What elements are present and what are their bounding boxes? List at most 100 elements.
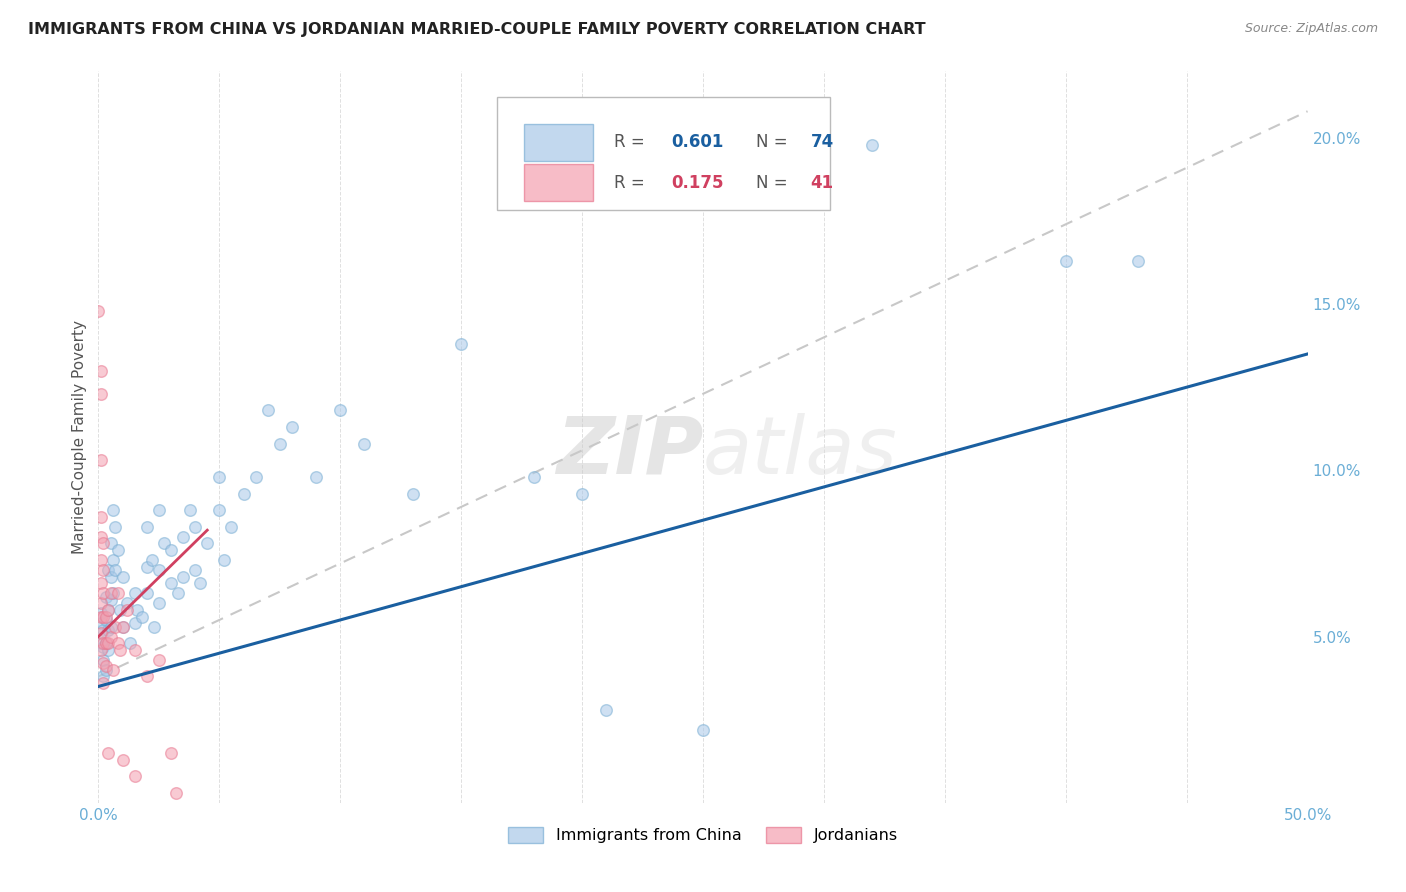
FancyBboxPatch shape: [524, 164, 593, 201]
Point: [90, 553, 112, 567]
Point: [91, 640, 114, 654]
Text: IMMIGRANTS FROM CHINA VS JORDANIAN MARRIED-COUPLE FAMILY POVERTY CORRELATION CHA: IMMIGRANTS FROM CHINA VS JORDANIAN MARRI…: [28, 22, 925, 37]
Point: [94, 609, 117, 624]
Point: [135, 669, 157, 683]
Point: [107, 586, 129, 600]
Point: [94, 636, 117, 650]
FancyBboxPatch shape: [498, 97, 830, 211]
Point: [160, 746, 183, 760]
Point: [100, 536, 122, 550]
Text: 0.175: 0.175: [672, 174, 724, 192]
Point: [195, 536, 218, 550]
Text: R =: R =: [613, 174, 650, 192]
Point: [179, 503, 201, 517]
Point: [91, 653, 114, 667]
Point: [91, 536, 114, 550]
Point: [90, 607, 112, 621]
Point: [94, 636, 117, 650]
Point: [184, 520, 207, 534]
Point: [91, 676, 114, 690]
Point: [101, 663, 124, 677]
Point: [148, 596, 170, 610]
Point: [523, 470, 546, 484]
Text: R =: R =: [613, 133, 650, 152]
Point: [1128, 253, 1150, 268]
Point: [90, 509, 112, 524]
Point: [91, 563, 114, 577]
Point: [100, 586, 122, 600]
Text: 0.601: 0.601: [672, 133, 724, 152]
Point: [256, 403, 278, 417]
Point: [91, 656, 114, 670]
Point: [402, 486, 425, 500]
Point: [212, 553, 235, 567]
Point: [571, 486, 593, 500]
Point: [172, 570, 194, 584]
Point: [135, 559, 157, 574]
Point: [595, 703, 617, 717]
Point: [97, 746, 120, 760]
Point: [97, 603, 120, 617]
Point: [118, 636, 141, 650]
Point: [90, 636, 112, 650]
Point: [97, 623, 120, 637]
Point: [165, 786, 187, 800]
Point: [97, 636, 120, 650]
Point: [91, 623, 114, 637]
Point: [90, 576, 112, 591]
Point: [269, 436, 291, 450]
Point: [117, 596, 139, 610]
Text: Source: ZipAtlas.com: Source: ZipAtlas.com: [1244, 22, 1378, 36]
Point: [135, 520, 157, 534]
Point: [184, 563, 207, 577]
Y-axis label: Married-Couple Family Poverty: Married-Couple Family Poverty: [72, 320, 87, 554]
Point: [90, 616, 112, 631]
Point: [107, 543, 129, 558]
Point: [860, 137, 883, 152]
Point: [188, 576, 211, 591]
Point: [160, 543, 183, 558]
Point: [124, 769, 146, 783]
Point: [100, 619, 122, 633]
Point: [108, 643, 131, 657]
Point: [111, 753, 134, 767]
Point: [94, 613, 117, 627]
Point: [124, 616, 146, 631]
Point: [94, 663, 117, 677]
Point: [221, 520, 243, 534]
Point: [87, 303, 110, 318]
FancyBboxPatch shape: [524, 124, 593, 161]
Point: [117, 603, 139, 617]
Point: [100, 570, 122, 584]
Point: [90, 596, 112, 610]
Point: [101, 503, 124, 517]
Point: [692, 723, 714, 737]
Point: [90, 387, 112, 401]
Point: [124, 586, 146, 600]
Point: [90, 453, 112, 467]
Point: [141, 553, 163, 567]
Point: [450, 337, 472, 351]
Point: [281, 420, 304, 434]
Point: [94, 659, 117, 673]
Point: [111, 619, 134, 633]
Point: [208, 470, 231, 484]
Point: [104, 563, 127, 577]
Point: [91, 669, 114, 683]
Text: ZIP: ZIP: [555, 413, 703, 491]
Legend: Immigrants from China, Jordanians: Immigrants from China, Jordanians: [502, 821, 904, 850]
Point: [127, 603, 149, 617]
Point: [148, 653, 170, 667]
Text: 41: 41: [811, 174, 834, 192]
Point: [111, 570, 134, 584]
Point: [135, 586, 157, 600]
Point: [245, 470, 267, 484]
Point: [101, 586, 124, 600]
Point: [97, 603, 120, 617]
Point: [148, 503, 170, 517]
Point: [91, 586, 114, 600]
Point: [208, 503, 231, 517]
Point: [97, 643, 120, 657]
Point: [124, 643, 146, 657]
Point: [143, 619, 166, 633]
